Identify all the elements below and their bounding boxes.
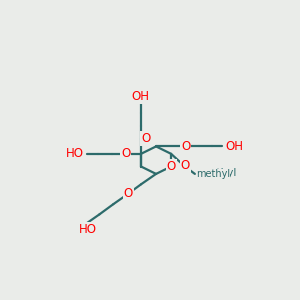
Text: methyl: methyl [196, 169, 230, 179]
Text: O: O [121, 147, 130, 160]
Text: methyl: methyl [200, 168, 236, 178]
Text: OH: OH [132, 90, 150, 103]
Text: O: O [181, 159, 190, 172]
Text: O: O [124, 187, 133, 200]
Text: O: O [141, 132, 150, 145]
Text: O: O [167, 160, 176, 173]
Text: HO: HO [66, 147, 84, 160]
Text: HO: HO [79, 223, 97, 236]
Text: OH: OH [225, 140, 243, 153]
Text: O: O [181, 140, 190, 153]
